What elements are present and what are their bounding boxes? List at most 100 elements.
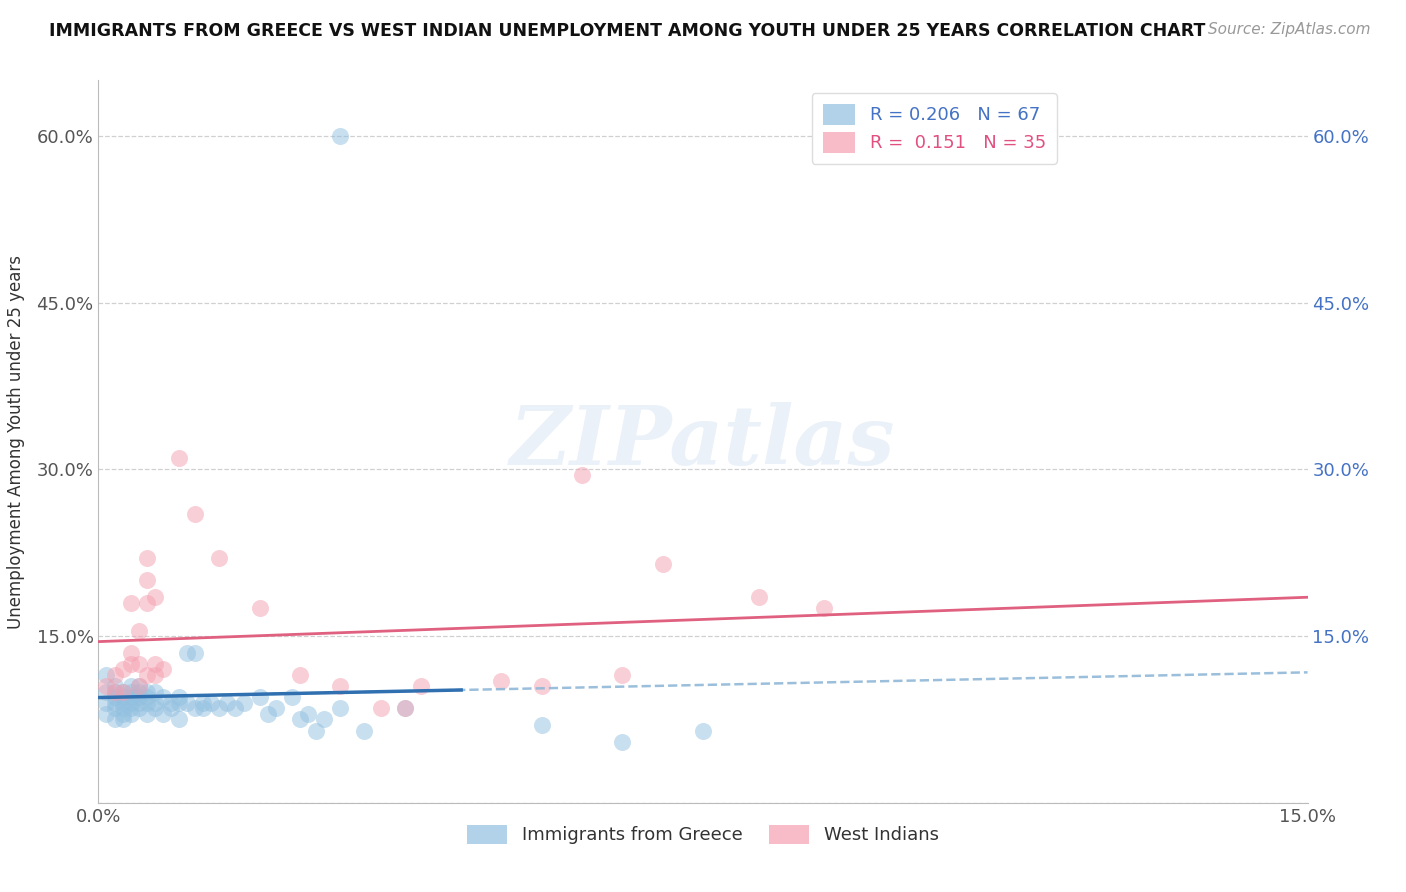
- Point: [394, 701, 416, 715]
- Point: [370, 701, 392, 715]
- Point: [111, 690, 134, 705]
- Point: [143, 590, 166, 604]
- Point: [128, 624, 150, 638]
- Point: [143, 701, 166, 715]
- Legend: Immigrants from Greece, West Indians: Immigrants from Greece, West Indians: [460, 818, 946, 852]
- Point: [208, 551, 231, 566]
- Point: [353, 723, 375, 738]
- Point: [111, 684, 134, 698]
- Point: [571, 467, 593, 482]
- Point: [612, 668, 634, 682]
- Point: [530, 718, 553, 732]
- Point: [103, 713, 125, 727]
- Point: [409, 679, 432, 693]
- Point: [135, 690, 157, 705]
- Point: [249, 601, 271, 615]
- Point: [135, 574, 157, 588]
- Point: [135, 551, 157, 566]
- Point: [167, 451, 190, 466]
- Point: [176, 646, 198, 660]
- Point: [288, 668, 311, 682]
- Point: [143, 657, 166, 671]
- Point: [128, 657, 150, 671]
- Point: [128, 679, 150, 693]
- Point: [249, 690, 271, 705]
- Point: [103, 679, 125, 693]
- Point: [120, 690, 142, 705]
- Point: [143, 696, 166, 710]
- Point: [612, 734, 634, 748]
- Point: [103, 696, 125, 710]
- Point: [305, 723, 328, 738]
- Point: [128, 679, 150, 693]
- Point: [103, 684, 125, 698]
- Point: [128, 684, 150, 698]
- Point: [394, 701, 416, 715]
- Point: [264, 701, 287, 715]
- Point: [103, 668, 125, 682]
- Point: [96, 679, 118, 693]
- Point: [329, 128, 352, 143]
- Text: Source: ZipAtlas.com: Source: ZipAtlas.com: [1208, 22, 1371, 37]
- Point: [143, 684, 166, 698]
- Point: [111, 684, 134, 698]
- Point: [111, 713, 134, 727]
- Point: [120, 596, 142, 610]
- Point: [96, 696, 118, 710]
- Point: [297, 706, 319, 721]
- Point: [135, 668, 157, 682]
- Point: [200, 696, 222, 710]
- Point: [135, 684, 157, 698]
- Point: [103, 690, 125, 705]
- Point: [160, 701, 183, 715]
- Point: [224, 701, 246, 715]
- Point: [96, 684, 118, 698]
- Point: [103, 684, 125, 698]
- Point: [96, 706, 118, 721]
- Point: [152, 662, 174, 676]
- Point: [167, 696, 190, 710]
- Point: [120, 696, 142, 710]
- Point: [217, 696, 239, 710]
- Point: [281, 690, 304, 705]
- Point: [143, 668, 166, 682]
- Point: [491, 673, 513, 688]
- Point: [111, 706, 134, 721]
- Point: [111, 662, 134, 676]
- Point: [135, 706, 157, 721]
- Point: [184, 701, 207, 715]
- Text: ZIPatlas: ZIPatlas: [510, 401, 896, 482]
- Point: [120, 701, 142, 715]
- Point: [748, 590, 770, 604]
- Point: [813, 601, 835, 615]
- Point: [256, 706, 278, 721]
- Point: [120, 684, 142, 698]
- Point: [288, 713, 311, 727]
- Point: [329, 679, 352, 693]
- Point: [530, 679, 553, 693]
- Point: [208, 701, 231, 715]
- Point: [128, 701, 150, 715]
- Point: [96, 668, 118, 682]
- Point: [651, 557, 673, 571]
- Point: [160, 696, 183, 710]
- Point: [120, 657, 142, 671]
- Point: [111, 701, 134, 715]
- Point: [152, 690, 174, 705]
- Text: IMMIGRANTS FROM GREECE VS WEST INDIAN UNEMPLOYMENT AMONG YOUTH UNDER 25 YEARS CO: IMMIGRANTS FROM GREECE VS WEST INDIAN UN…: [49, 22, 1205, 40]
- Point: [111, 696, 134, 710]
- Point: [128, 696, 150, 710]
- Point: [193, 701, 215, 715]
- Point: [135, 696, 157, 710]
- Point: [692, 723, 714, 738]
- Point: [167, 713, 190, 727]
- Point: [184, 646, 207, 660]
- Y-axis label: Unemployment Among Youth under 25 years: Unemployment Among Youth under 25 years: [7, 254, 25, 629]
- Point: [103, 701, 125, 715]
- Point: [184, 507, 207, 521]
- Point: [120, 646, 142, 660]
- Point: [329, 701, 352, 715]
- Point: [135, 596, 157, 610]
- Point: [120, 706, 142, 721]
- Point: [193, 696, 215, 710]
